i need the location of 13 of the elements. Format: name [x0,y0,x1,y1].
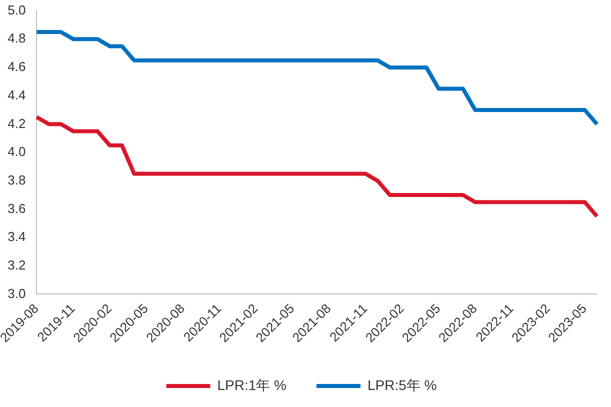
y-tick-label: 3.0 [8,286,26,301]
y-tick-label: 4.0 [8,144,26,160]
legend-label: LPR:1年 % [217,376,286,393]
y-tick-label: 3.2 [8,257,26,272]
y-tick-label: 4.2 [8,116,26,131]
y-tick-label: 5.0 [8,2,26,18]
y-tick-label: 4.8 [8,30,26,46]
y-tick-label: 3.6 [8,200,26,216]
y-tick-label: 3.4 [8,229,26,244]
y-tick-label: 4.4 [8,87,26,102]
legend-label: LPR:5年 % [368,376,437,393]
y-tick-label: 4.6 [8,59,26,74]
y-tick-label: 3.8 [8,172,26,188]
